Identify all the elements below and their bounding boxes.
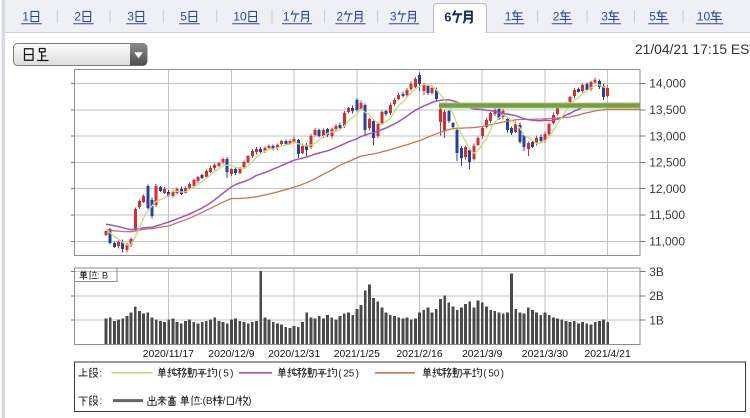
svg-text:10: 10 [697,10,711,24]
svg-text:50: 50 [488,368,500,379]
svg-text:3B: 3B [649,265,664,279]
svg-text:13,500: 13,500 [649,103,686,117]
svg-text:2B: 2B [649,289,664,303]
svg-text:12,500: 12,500 [649,156,686,170]
svg-text:): ) [501,368,504,379]
svg-text:1: 1 [505,10,512,24]
svg-text:2021/3/30: 2021/3/30 [522,349,568,360]
svg-text:: B: : B [97,270,108,280]
svg-text:/: / [223,396,226,407]
svg-text:): ) [248,396,251,407]
svg-text:): ) [230,368,233,379]
svg-text:21/04/21 17:15 EST: 21/04/21 17:15 EST [635,42,750,57]
svg-text::: : [99,396,102,407]
svg-text:2020/11/17: 2020/11/17 [143,349,194,360]
svg-text:2: 2 [553,10,560,24]
svg-text:5: 5 [180,10,187,24]
svg-text:(: ( [338,368,342,379]
svg-text::: : [99,368,102,379]
svg-text:11,500: 11,500 [649,208,685,222]
svg-text:3: 3 [127,10,134,24]
svg-text:3: 3 [601,10,608,24]
svg-text:6: 6 [444,10,451,25]
svg-text:10: 10 [233,10,247,24]
svg-text:1B: 1B [649,313,664,327]
svg-text:13,000: 13,000 [649,129,686,143]
svg-text:25: 25 [343,368,355,379]
svg-text:/: / [235,396,238,407]
svg-text:1: 1 [22,10,29,24]
svg-text:2020/12/9: 2020/12/9 [208,349,254,360]
svg-text:(: ( [483,368,487,379]
svg-text:2021/2/16: 2021/2/16 [396,349,442,360]
svg-text:): ) [356,368,359,379]
svg-text:(: ( [218,368,222,379]
svg-text:2021/4/21: 2021/4/21 [585,349,631,360]
svg-text:5: 5 [649,10,656,24]
svg-text:2021/3/9: 2021/3/9 [462,349,503,360]
svg-text:2021/1/25: 2021/1/25 [334,349,380,360]
svg-text:1: 1 [283,10,290,24]
svg-text:5: 5 [223,368,229,379]
svg-text:2: 2 [336,10,343,24]
svg-text:11,000: 11,000 [649,235,685,249]
svg-text:2: 2 [74,10,81,24]
svg-text:14,000: 14,000 [649,77,686,91]
svg-text::(B: :(B [200,396,213,407]
svg-text:2020/12/31: 2020/12/31 [268,349,320,360]
svg-text:3: 3 [390,10,397,24]
svg-text:12,000: 12,000 [649,182,686,196]
